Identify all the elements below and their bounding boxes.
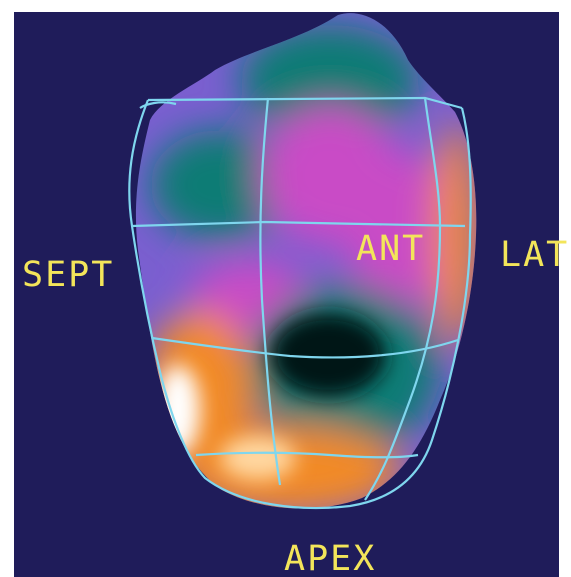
light-orange-apex-highlight — [220, 436, 296, 480]
mesh-line-lower — [195, 451, 419, 459]
dark-defect-center — [270, 313, 386, 397]
mesh-line-upper — [131, 220, 466, 228]
apex-label: APEX — [284, 539, 377, 577]
mesh-top-left-tab — [139, 101, 177, 109]
teal-top-region — [240, 25, 420, 135]
lateral-label: LAT — [500, 235, 570, 275]
magenta-right-region — [345, 150, 455, 310]
teal-upper-left-region — [150, 130, 290, 240]
mesh-line-middle — [151, 336, 459, 359]
perfusion-map — [135, 13, 477, 509]
anterior-label: ANT — [356, 229, 426, 269]
segmentation-mesh — [128, 96, 472, 510]
mesh-vertical-right — [364, 97, 442, 501]
septal-label: SEPT — [22, 255, 115, 295]
mesh-outline — [128, 99, 472, 510]
mesh-vertical-left — [259, 97, 282, 486]
